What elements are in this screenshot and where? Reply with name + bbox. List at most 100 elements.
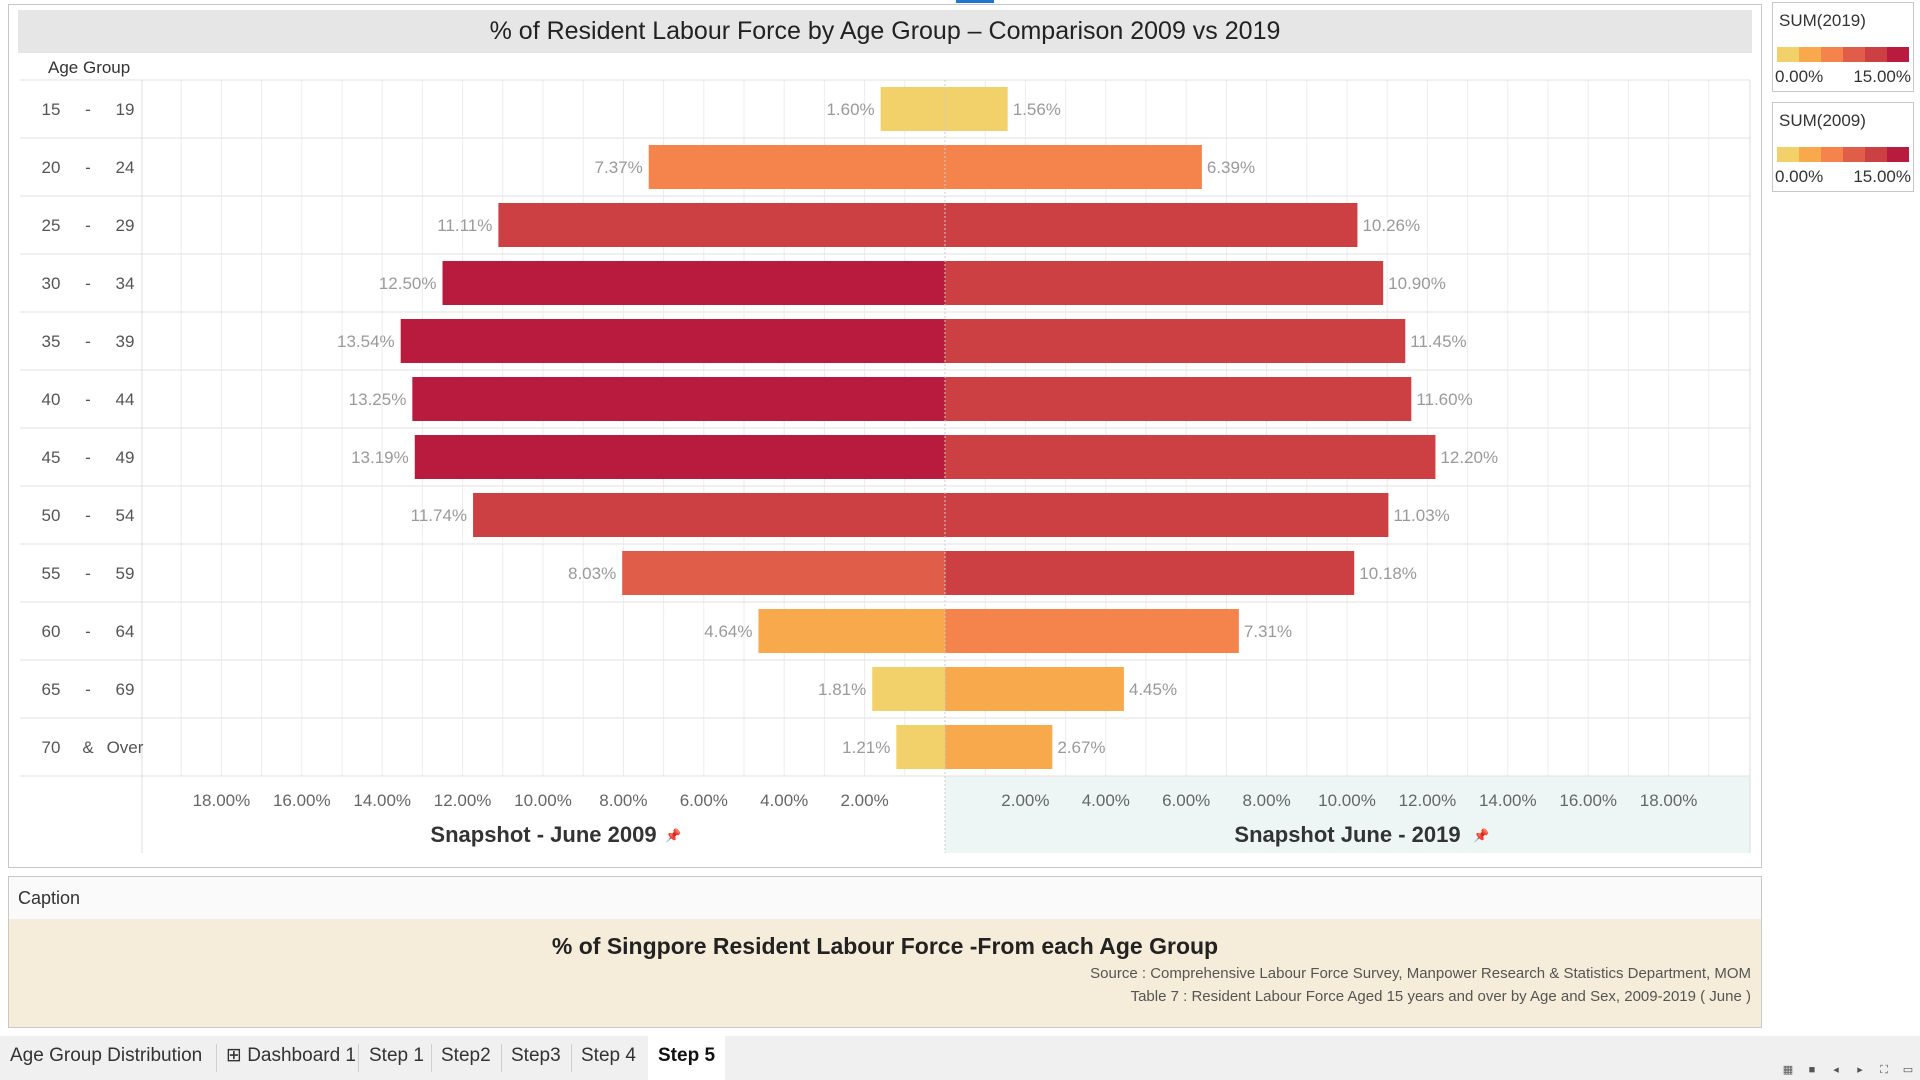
tab-label: Dashboard 1 — [247, 1045, 356, 1066]
bar-2019[interactable] — [945, 145, 1202, 189]
data-label-2019: 4.45% — [1129, 680, 1177, 699]
age-group-label-start: 30 — [42, 274, 61, 293]
age-group-label-start: 45 — [42, 448, 61, 467]
bar-2019[interactable] — [945, 203, 1358, 247]
bar-2009[interactable] — [442, 261, 946, 305]
data-label-2019: 1.56% — [1013, 100, 1061, 119]
bar-2009[interactable] — [400, 319, 945, 363]
presentation-icon[interactable]: ▭ — [1902, 1064, 1914, 1076]
x-tick-label-2009: 8.00% — [599, 791, 647, 810]
data-label-2019: 10.90% — [1388, 274, 1446, 293]
pin-icon: 📌 — [1473, 827, 1489, 844]
legend-title: SUM(2019) — [1779, 11, 1866, 30]
age-group-label-end: 59 — [116, 564, 135, 583]
age-group-label-sep: - — [85, 332, 91, 351]
bar-2009[interactable] — [622, 551, 945, 595]
legend-sum-2009[interactable]: SUM(2009) 0.00% 15.00% — [1772, 102, 1914, 192]
bar-2019[interactable] — [945, 435, 1436, 479]
data-label-2009: 11.11% — [437, 216, 492, 235]
bar-2009[interactable] — [872, 667, 945, 711]
age-group-label-end: 54 — [116, 506, 135, 525]
legend-max-label: 15.00% — [1853, 167, 1911, 186]
filmstrip-view-icon[interactable]: ■ — [1808, 1064, 1816, 1076]
tab-dashboard-1[interactable]: ⊞ Dashboard 1 — [226, 1036, 356, 1080]
tab-step-5[interactable]: Step 5 — [648, 1036, 726, 1080]
bar-2009[interactable] — [414, 435, 946, 479]
axis-title-2019: Snapshot June - 2019 — [1234, 822, 1460, 847]
data-label-2009: 1.21% — [842, 738, 890, 757]
previous-sheet-icon[interactable]: ◂ — [1833, 1064, 1839, 1076]
fullscreen-icon[interactable]: ⛶ — [1880, 1064, 1888, 1076]
bar-2009[interactable] — [880, 87, 945, 131]
data-label-2019: 6.39% — [1207, 158, 1255, 177]
data-label-2009: 13.54% — [337, 332, 395, 351]
age-group-label-end: 24 — [116, 158, 135, 177]
legend-color-ramp — [1777, 147, 1909, 162]
x-tick-label-2019: 14.00% — [1479, 791, 1537, 810]
bar-2019[interactable] — [945, 261, 1384, 305]
age-group-label-sep: - — [85, 680, 91, 699]
bar-2009[interactable] — [896, 725, 945, 769]
legend-max-label: 15.00% — [1853, 67, 1911, 86]
data-label-2009: 7.37% — [595, 158, 643, 177]
bar-2019[interactable] — [945, 667, 1124, 711]
bar-2019[interactable] — [945, 725, 1053, 769]
bar-2009[interactable] — [758, 609, 945, 653]
age-group-label-sep: - — [85, 216, 91, 235]
legend-color-swatch — [1887, 47, 1909, 62]
data-label-2009: 1.60% — [826, 100, 874, 119]
x-tick-label-2009: 6.00% — [680, 791, 728, 810]
age-group-label-sep: & — [82, 738, 94, 757]
tab-age-group-distribution[interactable]: Age Group Distribution — [10, 1045, 203, 1066]
legend-color-swatch — [1799, 147, 1821, 162]
tab-step2[interactable]: Step2 — [441, 1045, 491, 1066]
bar-2019[interactable] — [945, 377, 1412, 421]
age-group-label-end: Over — [107, 738, 144, 757]
bar-2019[interactable] — [945, 319, 1406, 363]
next-sheet-icon[interactable]: ▸ — [1857, 1064, 1863, 1076]
bar-2009[interactable] — [473, 493, 945, 537]
legend-color-swatch — [1887, 147, 1909, 162]
bar-2009[interactable] — [648, 145, 945, 189]
tab-step-1[interactable]: Step 1 — [369, 1045, 424, 1066]
x-tick-label-2019: 2.00% — [1001, 791, 1049, 810]
grid-view-icon[interactable]: ▦ — [1782, 1064, 1794, 1076]
x-tick-label-2019: 12.00% — [1399, 791, 1457, 810]
bottom-controls: ▦ ■ ◂ ▸ ⛶ ▭ — [1782, 1064, 1914, 1076]
legend-sum-2019[interactable]: SUM(2019) 0.00% 15.00% — [1772, 2, 1914, 92]
age-group-label-start: 35 — [42, 332, 61, 351]
legend-color-swatch — [1777, 47, 1799, 62]
x-tick-label-2019: 6.00% — [1162, 791, 1210, 810]
legend-color-swatch — [1843, 47, 1865, 62]
x-tick-label-2019: 10.00% — [1318, 791, 1376, 810]
pyramid-chart[interactable]: Age Group 15 - 19 1.60% 1.56% 20 - 24 7.37% 6.39% 2… — [0, 0, 1760, 866]
age-group-label-start: 40 — [42, 390, 61, 409]
caption-panel: Caption % of Singpore Resident Labour Fo… — [8, 876, 1762, 1028]
legend-color-swatch — [1843, 147, 1865, 162]
data-label-2009: 8.03% — [568, 564, 616, 583]
tab-step-4[interactable]: Step 4 — [581, 1045, 636, 1066]
tab-step3[interactable]: Step3 — [511, 1045, 561, 1066]
tab-separator — [358, 1044, 359, 1072]
tab-separator — [216, 1044, 217, 1072]
bar-2019[interactable] — [945, 87, 1008, 131]
data-label-2019: 12.20% — [1440, 448, 1498, 467]
bar-2019[interactable] — [945, 493, 1389, 537]
bar-2009[interactable] — [412, 377, 946, 421]
x-tick-label-2009: 16.00% — [273, 791, 331, 810]
bar-2009[interactable] — [498, 203, 945, 247]
data-label-2019: 11.60% — [1416, 390, 1472, 409]
x-tick-label-2009: 14.00% — [353, 791, 411, 810]
caption-label: Caption — [18, 888, 81, 908]
tab-separator — [431, 1044, 432, 1072]
age-group-label-start: 20 — [42, 158, 61, 177]
age-group-label-sep: - — [85, 506, 91, 525]
bar-2019[interactable] — [945, 551, 1355, 595]
age-group-label-sep: - — [85, 274, 91, 293]
data-label-2009: 1.81% — [818, 680, 866, 699]
row-header-title: Age Group — [48, 58, 130, 77]
x-tick-label-2009: 18.00% — [193, 791, 251, 810]
bar-2019[interactable] — [945, 609, 1239, 653]
data-label-2019: 11.45% — [1410, 332, 1466, 351]
data-label-2019: 10.18% — [1359, 564, 1417, 583]
